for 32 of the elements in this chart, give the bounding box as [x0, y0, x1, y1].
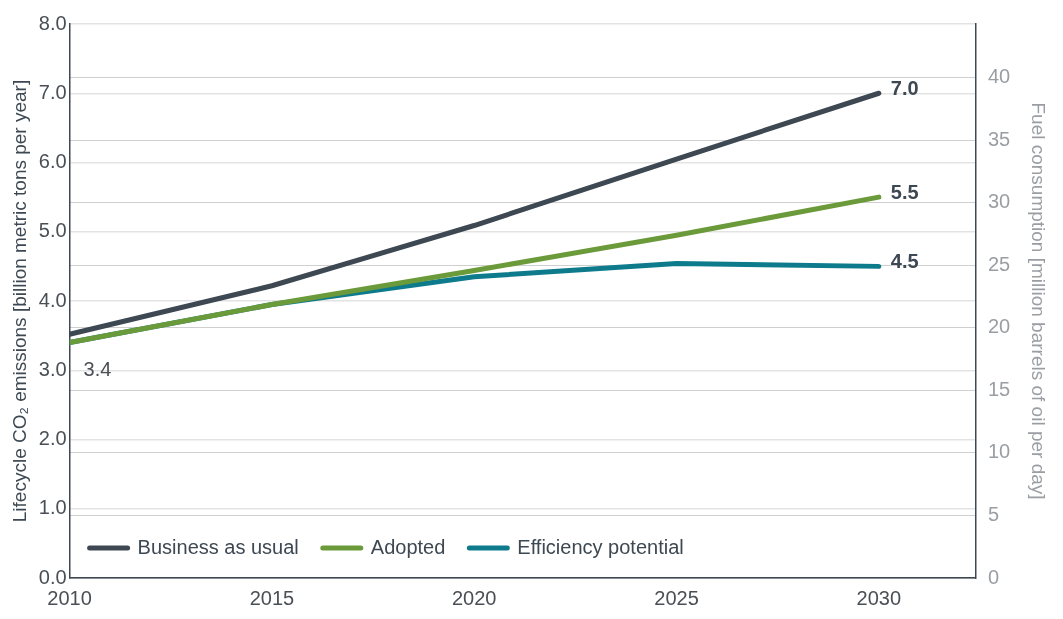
data-label: 4.5	[890, 249, 919, 272]
y2-tick-label: 35	[987, 127, 1011, 150]
y2-tick-label: 25	[987, 252, 1011, 275]
x-tick-label: 2010	[47, 586, 92, 609]
legend-label: Business as usual	[137, 535, 299, 558]
y-tick-label: 6.0	[38, 150, 67, 173]
y-tick-label: 1.0	[38, 496, 67, 519]
x-tick-label: 2020	[451, 586, 497, 609]
y2-axis-title: Fuel consumption [million barrels of oil per day]	[1028, 102, 1050, 500]
y2-tick-label: 5	[987, 502, 1000, 525]
x-tick-label: 2025	[654, 586, 699, 609]
y2-tick-label: 10	[987, 440, 1011, 463]
data-label: 7.0	[890, 76, 919, 99]
x-tick-label: 2030	[856, 586, 902, 609]
y-axis-title: Lifecycle CO₂ emissions [billion metric tons per year]	[8, 79, 30, 523]
y-tick-label: 2.0	[38, 427, 67, 450]
y-tick-label: 8.0	[38, 11, 67, 34]
y2-tick-label: 40	[987, 65, 1011, 88]
y-tick-label: 3.0	[38, 357, 67, 380]
y-tick-label: 0.0	[38, 565, 67, 588]
y2-tick-label: 0	[987, 565, 1000, 588]
y2-tick-label: 30	[987, 190, 1011, 213]
y-tick-label: 7.0	[38, 80, 67, 103]
y-tick-label: 4.0	[38, 288, 67, 311]
data-label: 3.4	[83, 358, 112, 381]
legend-label: Efficiency potential	[517, 535, 684, 558]
legend-label: Adopted	[370, 535, 446, 558]
y2-tick-label: 15	[987, 377, 1011, 400]
y-tick-label: 5.0	[38, 219, 67, 242]
x-tick-label: 2015	[249, 586, 295, 609]
data-label: 5.5	[890, 180, 919, 203]
y2-tick-label: 20	[987, 315, 1011, 338]
